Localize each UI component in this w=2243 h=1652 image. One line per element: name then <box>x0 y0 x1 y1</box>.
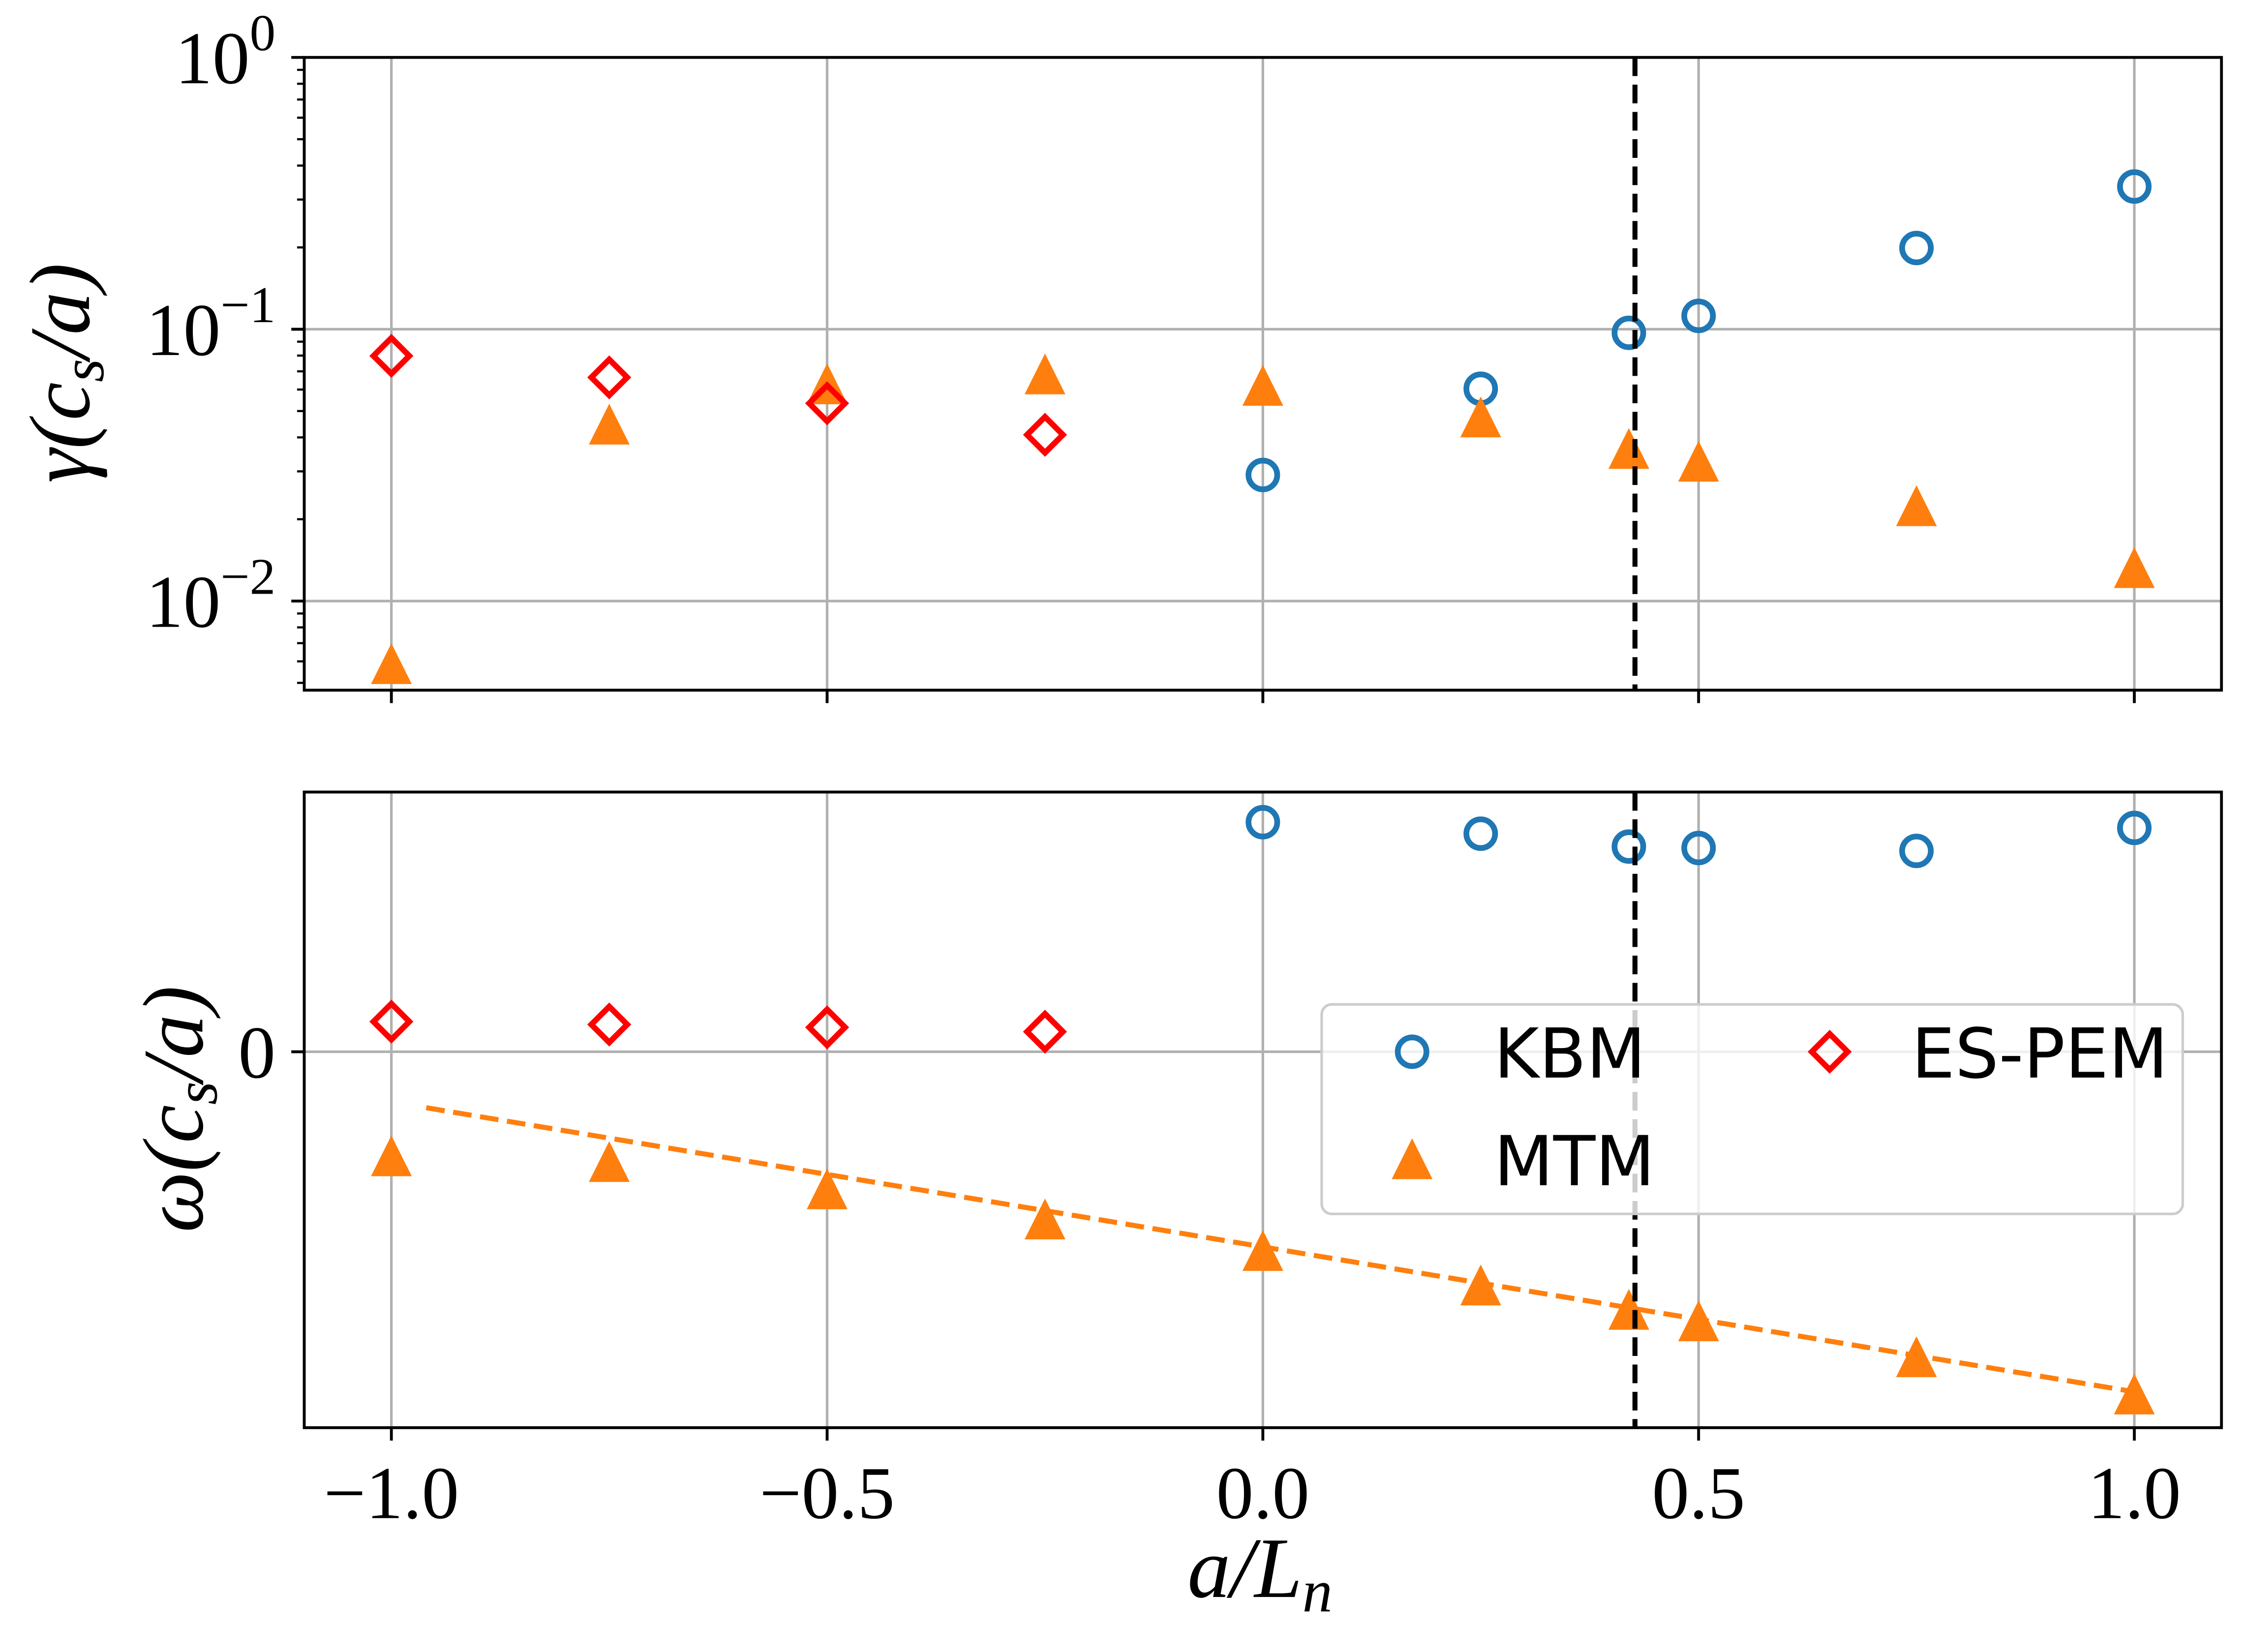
legend-marker-circle <box>1394 1034 1429 1069</box>
bottom-mtm-point <box>1460 1264 1501 1306</box>
y-tick-label: 10−2 <box>146 548 275 643</box>
bottom-panel-markers <box>369 805 2155 1414</box>
bottom-mtm-point <box>589 1141 630 1182</box>
bottom-kbm-point <box>1245 805 1280 840</box>
y-tick-label-base: 10 <box>175 17 250 99</box>
top-mtm-point <box>1024 353 1065 394</box>
top-kbm-point <box>1611 315 1646 350</box>
y-tick-label-exponent: 0 <box>250 4 276 61</box>
top-y-axis-label-main: γ(c <box>12 382 108 483</box>
top-mtm-point <box>371 643 412 684</box>
y-tick-label: 10−1 <box>146 276 275 371</box>
bottom-panel-fit-line <box>425 1105 2135 1395</box>
legend-item: ES-PEM <box>1808 1014 2168 1094</box>
top-mtm-point <box>2114 547 2155 588</box>
bottom-panel-ticks: −1.0 −0.5 0.0 0.5 1.0 0 <box>238 1011 2181 1534</box>
top-mtm-point <box>1896 485 1937 526</box>
legend: KBM MTM ES-PEM <box>1320 1003 2184 1215</box>
legend-marker-diamond <box>1808 1029 1852 1074</box>
legend-frame <box>1320 1003 2184 1215</box>
x-tick-label: 0.5 <box>1652 1452 1745 1534</box>
y-tick-label-base: 10 <box>146 289 221 371</box>
bottom-mtm-point <box>1678 1300 1719 1342</box>
bottom-mtm-point <box>371 1135 412 1176</box>
legend-marker-triangle-up <box>1392 1138 1433 1179</box>
x-axis-label-main: a/L <box>1187 1520 1303 1616</box>
x-tick-label: −0.5 <box>759 1452 895 1534</box>
bottom-y-axis-label-main: ω(c <box>125 1105 221 1233</box>
legend-item: KBM <box>1394 1014 1646 1094</box>
y-tick-label-exponent: −1 <box>220 276 275 333</box>
y-tick-label: 0 <box>238 1011 275 1094</box>
bottom-es-pem-point <box>1023 1009 1067 1054</box>
legend-item: MTM <box>1392 1122 1655 1202</box>
bottom-y-axis-label-subscript: s <box>163 1081 230 1105</box>
top-mtm-point <box>1242 365 1283 406</box>
legend-label: MTM <box>1494 1122 1655 1202</box>
top-y-axis-label-rest: /a) <box>12 263 108 363</box>
x-axis-label-subscript: n <box>1303 1558 1333 1624</box>
bottom-mtm-point <box>807 1168 848 1209</box>
bottom-panel: −1.0 −0.5 0.0 0.5 1.0 0 ω(cs/a) a/Ln <box>125 790 2223 1624</box>
x-tick-label: 0.0 <box>1216 1452 1310 1534</box>
x-tick-label: 1.0 <box>2088 1452 2181 1534</box>
bottom-kbm-point <box>1611 829 1646 864</box>
bottom-mtm-point <box>1024 1199 1065 1239</box>
top-es-pem-point <box>369 333 414 378</box>
top-y-axis-label-subscript: s <box>50 359 117 382</box>
top-es-pem-point <box>1023 413 1067 457</box>
top-kbm-point <box>1899 231 1934 266</box>
bottom-es-pem-point <box>369 999 414 1044</box>
top-kbm-point <box>2117 169 2152 204</box>
bottom-kbm-point <box>1681 831 1716 866</box>
bottom-kbm-point <box>2117 811 2152 845</box>
legend-label: ES-PEM <box>1911 1014 2168 1094</box>
top-mtm-point <box>1460 396 1501 438</box>
top-es-pem-point <box>805 381 849 425</box>
bottom-kbm-point <box>1463 816 1498 851</box>
mtm-frequency-fit-line <box>425 1105 2135 1395</box>
bottom-mtm-point <box>1896 1336 1937 1378</box>
bottom-y-axis-label: ω(cs/a) <box>125 986 230 1232</box>
bottom-y-axis-label-rest: /a) <box>125 986 221 1085</box>
bottom-mtm-point <box>2114 1373 2155 1414</box>
x-tick-label: −1.0 <box>324 1452 459 1534</box>
top-mtm-point <box>1678 441 1719 482</box>
bottom-mtm-point <box>1608 1289 1649 1330</box>
top-mtm-point <box>589 403 630 445</box>
y-tick-label-exponent: −2 <box>220 548 275 605</box>
y-tick-label: 100 <box>175 4 275 99</box>
top-kbm-point <box>1681 299 1716 333</box>
bottom-kbm-point <box>1899 834 1934 869</box>
top-kbm-point <box>1245 457 1280 492</box>
top-panel-markers <box>369 169 2155 684</box>
top-es-pem-point <box>587 355 632 400</box>
legend-label: KBM <box>1494 1014 1646 1094</box>
top-y-axis-label: γ(cs/a) <box>12 263 117 483</box>
top-mtm-point <box>1608 428 1649 469</box>
bottom-es-pem-point <box>805 1005 849 1050</box>
bottom-mtm-point <box>1242 1230 1283 1271</box>
x-axis-label: a/Ln <box>1187 1520 1333 1624</box>
bottom-es-pem-point <box>587 1002 632 1047</box>
y-tick-label-base: 10 <box>146 561 221 643</box>
